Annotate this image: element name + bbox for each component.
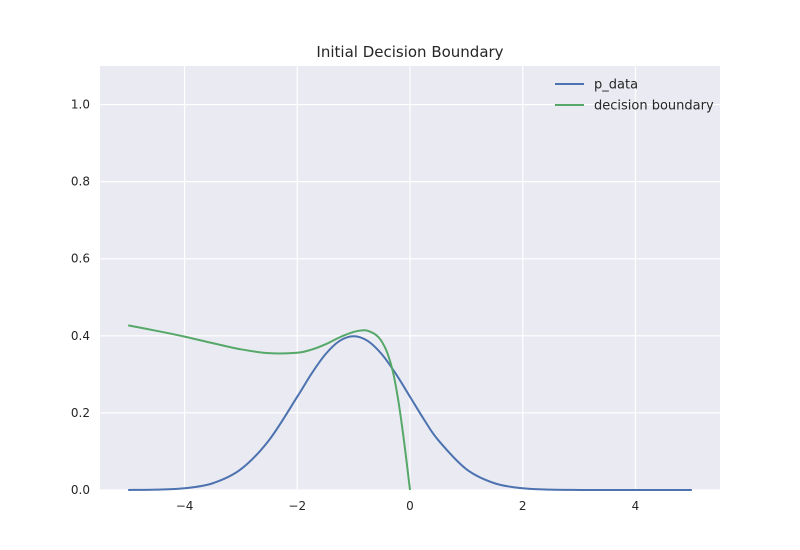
legend: p_data decision boundary bbox=[555, 78, 714, 114]
legend-label: decision boundary bbox=[594, 99, 714, 114]
x-tick-label: −4 bbox=[176, 499, 194, 513]
y-tick-label: 0.4 bbox=[71, 329, 90, 343]
series-line-0 bbox=[128, 335, 692, 492]
gridlines bbox=[100, 66, 720, 491]
y-tick-label: 0.8 bbox=[71, 175, 90, 189]
y-axis-ticks: 0.0 0.2 0.4 0.6 0.8 1.0 bbox=[71, 98, 90, 497]
y-tick-label: 0.6 bbox=[71, 252, 90, 266]
x-axis-ticks: −4 −2 0 2 4 bbox=[176, 499, 640, 513]
chart-title: Initial Decision Boundary bbox=[316, 43, 503, 61]
series-lines bbox=[127, 324, 692, 492]
x-tick-label: −2 bbox=[288, 499, 306, 513]
x-tick-label: 0 bbox=[406, 499, 414, 513]
x-tick-label: 2 bbox=[519, 499, 527, 513]
y-tick-label: 0.0 bbox=[71, 483, 90, 497]
y-tick-label: 1.0 bbox=[71, 98, 90, 112]
x-tick-label: 4 bbox=[632, 499, 640, 513]
y-tick-label: 0.2 bbox=[71, 406, 90, 420]
series-line-1 bbox=[127, 324, 411, 491]
legend-label: p_data bbox=[594, 78, 638, 93]
